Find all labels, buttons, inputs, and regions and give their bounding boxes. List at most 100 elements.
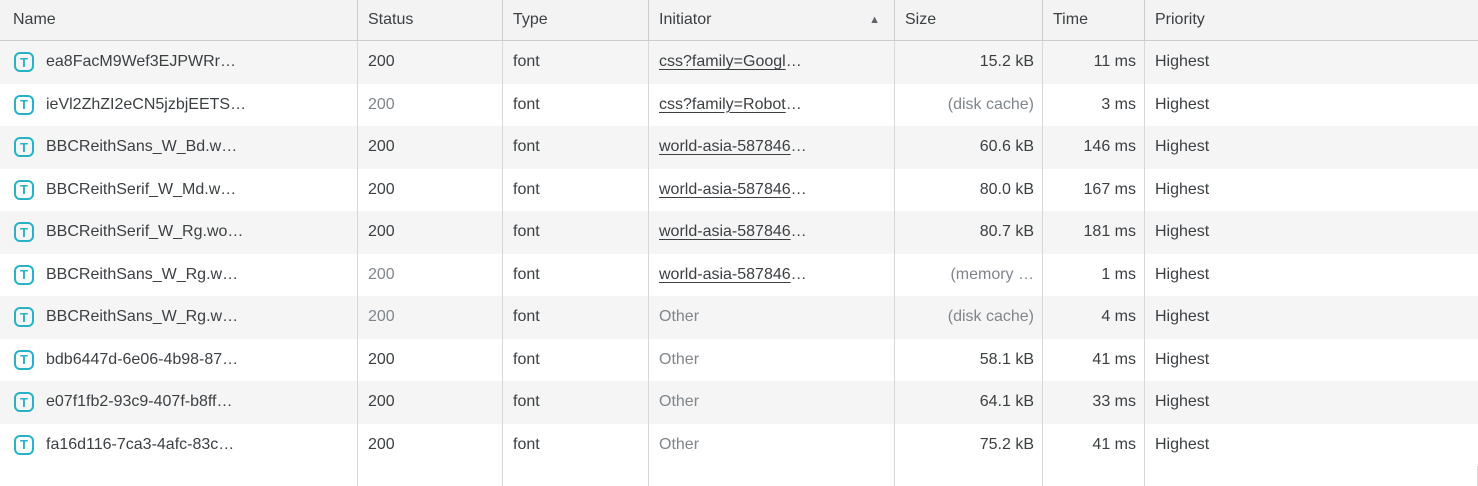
priority-value: Highest [1155,308,1210,326]
empty-column-segment [0,466,358,486]
initiator-link[interactable]: css?family=Robot… [659,96,802,114]
column-header-status[interactable]: Status [358,0,503,40]
size-value: 60.6 kB [979,138,1034,156]
status-cell: 200 [358,381,503,424]
initiator-value: Other [659,435,700,453]
initiator-link[interactable]: world-asia-587846… [659,181,807,199]
column-header-time[interactable]: Time [1043,0,1145,40]
priority-cell: Highest [1145,126,1478,169]
initiator-value: Other [659,393,700,411]
size-cell: (disk cache) [895,296,1043,339]
type-value: font [513,223,540,241]
request-name-cell[interactable]: T BBCReithSans_W_Rg.w… [0,296,358,339]
priority-cell: Highest [1145,211,1478,254]
type-cell: font [503,296,649,339]
initiator-link[interactable]: css?family=Googl… [659,53,802,71]
empty-column-segment [895,466,1043,486]
column-header-priority[interactable]: Priority [1145,0,1478,40]
request-name: e07f1fb2-93c9-407f-b8ff… [46,393,233,411]
time-cell: 181 ms [1043,211,1145,254]
time-cell: 41 ms [1043,338,1145,381]
font-type-icon: T [14,222,34,243]
initiator-link-text: world-asia-587846 [659,180,791,198]
column-header-label: Name [13,11,56,28]
column-header-name[interactable]: Name [0,0,358,40]
request-name-cell[interactable]: T BBCReithSans_W_Bd.w… [0,126,358,169]
table-row[interactable]: T BBCReithSans_W_Rg.w… 200 font Other (disk c… [0,296,1478,339]
table-header-row: Name Status Type Initiator ▲ Size Time Priority [0,0,1478,41]
size-value: 75.2 kB [979,435,1034,453]
column-header-label: Time [1053,11,1088,28]
table-row[interactable]: T BBCReithSerif_W_Rg.wo… 200 font world-asia… [0,211,1478,254]
priority-value: Highest [1155,53,1210,71]
time-value: 1 ms [1101,265,1136,283]
font-type-icon: T [14,392,34,413]
time-value: 11 ms [1093,53,1136,71]
request-name: BBCReithSerif_W_Rg.wo… [46,223,244,241]
size-cell: 64.1 kB [895,381,1043,424]
column-header-label: Priority [1155,11,1205,28]
initiator-cell: world-asia-587846… [649,168,895,211]
initiator-link[interactable]: world-asia-587846… [659,138,807,156]
initiator-link[interactable]: world-asia-587846… [659,223,807,241]
initiator-link-text: world-asia-587846 [659,223,791,241]
request-name-cell[interactable]: T BBCReithSans_W_Rg.w… [0,253,358,296]
column-header-type[interactable]: Type [503,0,649,40]
size-value: (disk cache) [947,308,1034,326]
priority-value: Highest [1155,350,1210,368]
priority-value: Highest [1155,138,1210,156]
initiator-link[interactable]: world-asia-587846… [659,266,807,284]
time-value: 41 ms [1092,350,1136,368]
size-cell: 80.0 kB [895,168,1043,211]
column-header-initiator[interactable]: Initiator ▲ [649,0,895,40]
size-value: (memory … [950,265,1034,283]
table-row[interactable]: T BBCReithSerif_W_Md.w… 200 font world-asia-… [0,168,1478,211]
status-value: 200 [368,138,395,156]
status-value: 200 [368,223,395,241]
initiator-cell: world-asia-587846… [649,253,895,296]
initiator-cell: world-asia-587846… [649,211,895,254]
table-row[interactable]: T BBCReithSans_W_Rg.w… 200 font world-asia-5… [0,253,1478,296]
status-cell: 200 [358,296,503,339]
empty-column-segment [649,466,895,486]
request-name: BBCReithSans_W_Rg.w… [46,308,239,326]
initiator-cell: world-asia-587846… [649,126,895,169]
truncation-ellipsis: … [790,265,807,283]
initiator-cell: css?family=Robot… [649,83,895,126]
type-cell: font [503,253,649,296]
status-value: 200 [368,308,395,326]
column-header-size[interactable]: Size [895,0,1043,40]
time-value: 4 ms [1101,308,1136,326]
initiator-cell: Other [649,423,895,466]
type-value: font [513,308,540,326]
status-cell: 200 [358,211,503,254]
column-header-label: Status [368,11,414,28]
truncation-ellipsis: … [790,138,807,156]
priority-cell: Highest [1145,84,1478,127]
time-cell: 146 ms [1043,126,1145,169]
initiator-cell: css?family=Googl… [649,41,895,84]
truncation-ellipsis: … [790,180,807,198]
status-value: 200 [368,265,395,283]
request-name-cell[interactable]: T BBCReithSerif_W_Md.w… [0,168,358,211]
table-row[interactable]: T BBCReithSans_W_Bd.w… 200 font world-asia-5… [0,126,1478,169]
type-cell: font [503,168,649,211]
status-cell: 200 [358,423,503,466]
size-cell: 15.2 kB [895,41,1043,84]
status-cell: 200 [358,41,503,84]
type-value: font [513,350,540,368]
request-name: BBCReithSans_W_Rg.w… [46,265,239,283]
request-name-cell[interactable]: T BBCReithSerif_W_Rg.wo… [0,211,358,254]
